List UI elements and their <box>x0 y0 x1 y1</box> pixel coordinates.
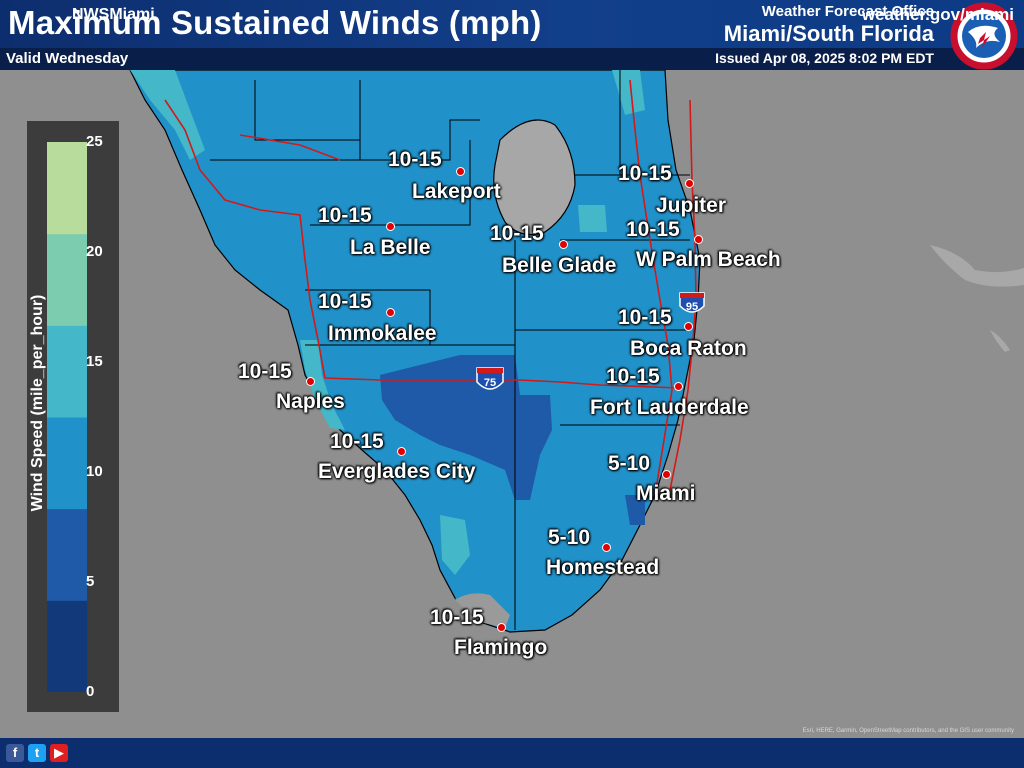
city-name: W Palm Beach <box>636 248 781 271</box>
i95-shield: 95 <box>679 292 705 313</box>
city-wind-value: 10-15 <box>618 306 672 329</box>
city-wind-value: 5-10 <box>608 452 651 475</box>
city-marker <box>685 179 694 188</box>
city-wind-value: 10-15 <box>318 204 372 227</box>
map-title: Maximum Sustained Winds (mph) <box>8 4 542 41</box>
twitter-icon[interactable]: t <box>28 744 46 762</box>
high-wind-naples <box>300 340 345 430</box>
city-marker <box>559 240 568 249</box>
city-marker <box>684 322 693 331</box>
website-link[interactable]: weather.gov/miami <box>861 5 1014 24</box>
legend-tick-label: 15 <box>86 353 103 370</box>
city-marker <box>602 543 611 552</box>
major-roads <box>164 79 697 496</box>
legend-swatch <box>47 233 87 326</box>
bahamas-island-small <box>990 330 1010 352</box>
city-name: Everglades City <box>318 460 476 483</box>
high-wind-south-coast <box>440 515 470 575</box>
low-wind-everglades <box>380 355 552 500</box>
issued-time: Issued Apr 08, 2025 8:02 PM EDT <box>715 50 934 66</box>
legend-colorbar <box>47 142 87 692</box>
city-marker <box>397 447 406 456</box>
legend-tick-label: 0 <box>86 683 95 700</box>
youtube-icon[interactable]: ▶ <box>50 744 68 762</box>
city-name: Belle Glade <box>502 254 617 277</box>
legend-title: Wind Speed (mile_per_hour) <box>29 294 46 512</box>
nws-logo-icon <box>950 2 1018 70</box>
wind-map: 75 95 <box>0 70 1024 738</box>
legend-tick-label: 10 <box>86 463 103 480</box>
city-wind-value: 10-15 <box>238 360 292 383</box>
social-handle[interactable]: NWSMiami <box>72 6 155 23</box>
legend-tick-label: 5 <box>86 573 95 590</box>
city-wind-value: 10-15 <box>606 365 660 388</box>
office-name: Miami/South Florida <box>723 21 934 46</box>
city-marker <box>497 623 506 632</box>
bahamas-island <box>930 245 1024 287</box>
city-marker <box>662 470 671 479</box>
i95-label: 95 <box>686 301 698 313</box>
map-attribution: Esri, HERE, Garmin, OpenStreetMap contri… <box>802 728 1014 734</box>
city-marker <box>386 222 395 231</box>
legend-swatch <box>47 142 87 235</box>
city-name: La Belle <box>350 236 431 259</box>
low-wind-miami <box>625 495 645 525</box>
city-wind-value: 10-15 <box>330 430 384 453</box>
facebook-icon[interactable]: f <box>6 744 24 762</box>
legend-tick-label: 20 <box>86 243 103 260</box>
legend-tick-label: 25 <box>86 133 103 150</box>
city-wind-value: 10-15 <box>388 148 442 171</box>
high-wind-palm-beach <box>578 205 607 232</box>
city-name: Lakeport <box>412 180 501 203</box>
city-marker <box>694 235 703 244</box>
city-wind-value: 10-15 <box>618 162 672 185</box>
city-marker <box>306 377 315 386</box>
city-wind-value: 10-15 <box>626 218 680 241</box>
legend-swatch <box>47 508 87 601</box>
city-name: Boca Raton <box>630 337 747 360</box>
subtitle-bar <box>0 48 1024 70</box>
high-wind-west-coast <box>130 70 205 160</box>
legend-swatch <box>47 417 87 510</box>
lake-okeechobee <box>493 119 576 235</box>
footer-bar <box>0 738 1024 768</box>
valid-time: Valid Wednesday <box>6 50 129 67</box>
city-name: Jupiter <box>656 194 727 217</box>
county-lines <box>210 70 690 630</box>
i75-shield: 75 <box>476 367 504 390</box>
city-wind-value: 10-15 <box>318 290 372 313</box>
legend-swatch <box>47 600 87 692</box>
city-wind-value: 5-10 <box>548 526 591 549</box>
city-name: Immokalee <box>328 322 437 345</box>
office-label: Weather Forecast Office <box>761 3 934 20</box>
i75-label: 75 <box>484 377 496 389</box>
city-marker <box>386 308 395 317</box>
city-name: Naples <box>276 390 345 413</box>
city-wind-value: 10-15 <box>430 606 484 629</box>
legend-swatch <box>47 325 87 418</box>
city-marker <box>456 167 465 176</box>
city-wind-value: 10-15 <box>490 222 544 245</box>
city-name: Miami <box>636 482 696 505</box>
city-name: Flamingo <box>454 636 548 659</box>
city-name: Fort Lauderdale <box>590 396 749 419</box>
florida-bay <box>455 593 510 628</box>
city-marker <box>674 382 683 391</box>
city-name: Homestead <box>546 556 660 579</box>
